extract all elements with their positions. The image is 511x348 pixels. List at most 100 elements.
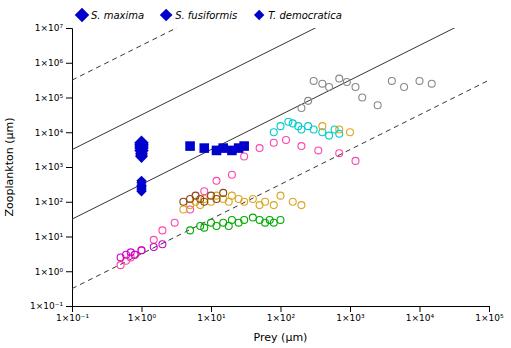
reference-line	[72, 28, 489, 150]
tick: 1×10⁴	[35, 128, 72, 138]
tick-label: 1×10⁵	[475, 313, 504, 323]
tick: 1×10⁵	[475, 306, 504, 323]
point	[197, 223, 204, 230]
point	[298, 202, 305, 209]
tick-mark	[350, 306, 351, 312]
point	[138, 247, 145, 254]
point	[249, 196, 256, 203]
point	[131, 251, 138, 258]
tick-label: 1×10¹	[35, 232, 64, 242]
point	[138, 247, 145, 254]
point	[135, 150, 148, 163]
tick: 1×10²	[267, 306, 296, 323]
series	[185, 141, 249, 155]
legend-label: T. democratica	[268, 10, 342, 21]
point	[213, 196, 220, 203]
legend-marker	[160, 9, 173, 22]
tick: 1×10⁶	[35, 58, 72, 68]
point	[298, 104, 305, 111]
series	[135, 147, 148, 163]
point	[213, 177, 220, 184]
tick-label: 1×10⁵	[35, 93, 64, 103]
legend-label: S. fusiformis	[175, 10, 237, 21]
tick: 1×10⁰	[128, 306, 157, 323]
series	[180, 123, 354, 213]
tick-label: 1×10²	[35, 197, 64, 207]
tick: 1×10¹	[35, 232, 72, 242]
tick-label: 1×10⁶	[35, 58, 64, 68]
tick-mark	[66, 167, 72, 168]
point	[401, 84, 408, 91]
series	[298, 75, 435, 111]
point	[428, 80, 435, 87]
point	[319, 123, 326, 130]
point	[150, 236, 157, 243]
point	[270, 202, 277, 209]
tick-label: 1×10³	[35, 162, 64, 172]
point	[180, 206, 187, 213]
legend-entry: T. democratica	[254, 10, 342, 21]
point	[298, 143, 305, 150]
point	[326, 84, 333, 91]
point	[262, 198, 269, 205]
point	[187, 227, 194, 234]
point	[270, 139, 277, 146]
point	[277, 123, 284, 130]
point	[136, 186, 146, 196]
tick-mark	[142, 306, 143, 312]
point	[343, 78, 350, 85]
tick-mark	[281, 306, 282, 312]
tick-mark	[66, 306, 72, 307]
point	[159, 227, 166, 234]
point	[277, 216, 284, 223]
tick-mark	[66, 237, 72, 238]
point	[220, 189, 227, 196]
point	[336, 130, 343, 137]
tick: 1×10⁴	[406, 306, 435, 323]
point	[127, 249, 134, 256]
point	[201, 198, 208, 205]
point	[352, 157, 359, 164]
point	[283, 136, 290, 143]
tick-mark	[489, 306, 490, 312]
reference-line	[72, 80, 489, 289]
series	[117, 241, 166, 261]
legend-label: S. maxima	[91, 10, 144, 21]
series	[270, 118, 342, 139]
point	[270, 129, 277, 136]
point	[241, 153, 248, 160]
x-axis: 1×10⁻¹1×10⁰1×10¹1×10²1×10³1×10⁴1×10⁵	[56, 306, 504, 323]
tick-label: 1×10⁷	[35, 23, 64, 33]
point	[310, 126, 317, 133]
point	[171, 219, 178, 226]
point	[336, 75, 343, 82]
point	[199, 143, 209, 153]
point	[218, 143, 228, 153]
point	[305, 97, 312, 104]
point	[241, 216, 248, 223]
point	[131, 251, 138, 258]
point	[336, 150, 343, 157]
point	[228, 171, 235, 178]
point	[310, 77, 317, 84]
point	[285, 118, 292, 125]
point	[270, 219, 277, 226]
tick-mark	[211, 306, 212, 312]
point	[159, 241, 166, 248]
tick: 1×10⁰	[35, 267, 72, 277]
legend-marker	[254, 10, 264, 20]
legend: S. maxima S. fusiformis T. democratica	[75, 8, 342, 23]
point	[374, 102, 381, 109]
tick-label: 1×10¹	[197, 313, 226, 323]
tick-label: 1×10²	[267, 313, 296, 323]
tick-label: 1×10⁻¹	[56, 313, 89, 323]
reference-line	[72, 28, 489, 80]
point	[289, 198, 296, 205]
point	[256, 145, 263, 152]
point	[326, 132, 333, 139]
tick: 1×10⁻¹	[30, 301, 72, 311]
series	[180, 189, 227, 205]
reference-line	[72, 28, 489, 219]
point	[239, 141, 249, 151]
tick: 1×10⁵	[35, 93, 72, 103]
